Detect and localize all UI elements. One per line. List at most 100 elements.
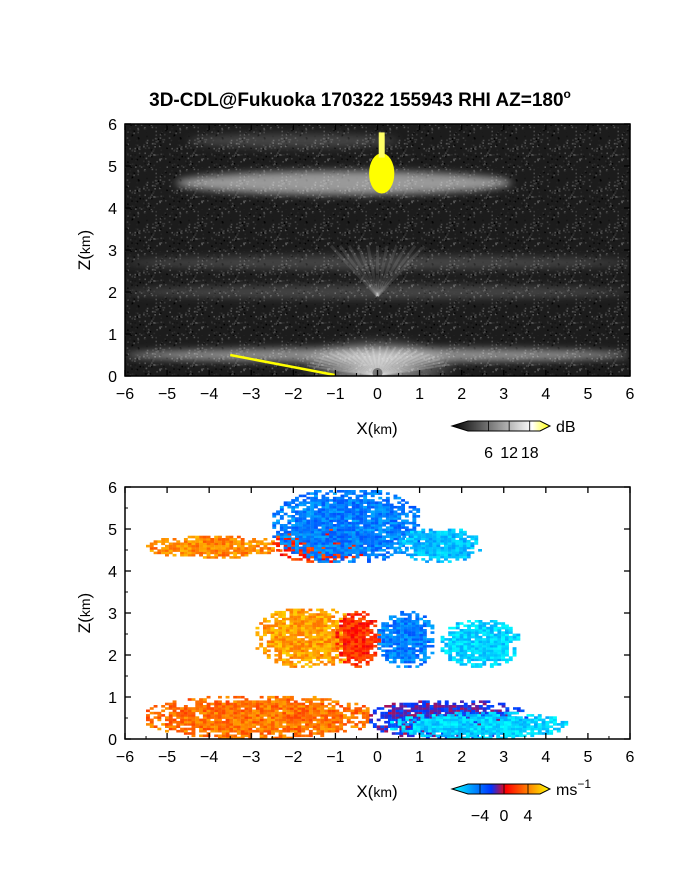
velocity-cell [530,732,535,735]
velocity-cell [172,700,177,703]
velocity-cell [293,709,298,713]
velocity-cell [439,729,444,733]
velocity-cell [389,503,394,507]
velocity-cell [492,716,497,719]
velocity-cell [367,539,371,543]
velocity-cell [183,711,188,715]
velocity-cell [248,736,253,739]
velocity-cell [428,533,433,536]
velocity-cell [278,629,283,632]
velocity-cell [388,617,393,621]
velocity-cell [399,729,404,733]
velocity-cell [346,660,351,664]
velocity-cell [384,725,389,728]
velocity-cell [336,519,341,523]
velocity-cell [300,615,305,618]
velocity-cell [225,734,230,738]
velocity-cell [458,725,463,728]
velocity-cell [282,649,286,653]
velocity-cell [534,720,538,724]
velocity-cell [240,553,245,557]
velocity-cell [327,642,332,646]
velocity-cell [291,558,296,561]
velocity-cell [289,638,294,641]
velocity-cell [314,542,318,545]
velocity-cell [316,640,320,643]
velocity-cell [332,542,337,545]
velocity-cell [266,656,271,659]
velocity-cell [282,695,287,699]
velocity-cell [501,658,506,662]
velocity-cell [314,496,318,500]
top-y-tick-label: 1 [108,327,117,344]
velocity-cell [282,663,286,666]
velocity-cell [221,538,226,541]
velocity-cell [278,647,283,650]
velocity-cell [218,702,222,706]
velocity-cell [474,626,479,630]
velocity-cell [306,530,311,534]
velocity-cell [454,727,459,731]
velocity-cell [477,729,482,733]
velocity-cell [367,492,371,495]
velocity-cell [295,537,299,541]
velocity-cell [392,631,397,634]
velocity-cell [233,714,238,717]
velocity-cell [293,613,298,616]
velocity-cell [447,553,452,557]
velocity-cell [374,505,379,509]
velocity-cell [370,512,375,516]
velocity-cell [408,510,413,513]
velocity-cell [493,656,498,659]
velocity-cell [287,530,292,534]
velocity-cell [415,633,420,637]
velocity-cell [282,631,286,634]
velocity-cell [454,732,459,735]
velocity-cell [293,656,298,659]
velocity-cell [278,702,283,706]
velocity-cell [385,533,390,536]
velocity-cell [478,647,483,650]
velocity-cell [324,725,328,728]
velocity-cell [183,720,188,724]
velocity-cell [343,642,347,646]
velocity-cell [462,736,466,739]
velocity-cell [474,537,479,541]
velocity-cell [287,533,292,536]
velocity-cell [351,521,356,525]
velocity-cell [321,515,326,518]
backscatter-layer [125,255,630,270]
velocity-cell [351,535,356,538]
beam-streak [329,244,379,298]
velocity-cell [285,644,290,648]
velocity-cell [436,560,441,563]
velocity-cell [515,732,519,735]
velocity-cell [312,695,317,699]
velocity-cell [419,631,424,634]
velocity-cell [316,725,321,728]
velocity-cell [233,547,238,550]
velocity-cell [474,620,479,623]
velocity-cell [496,714,501,717]
velocity-cell [435,723,440,726]
velocity-cell [165,723,169,726]
velocity-cell [225,711,230,715]
velocity-cell [293,727,298,731]
velocity-cell [469,723,474,726]
velocity-cell [458,720,463,724]
velocity-cell [202,720,207,724]
velocity-cell [367,535,371,538]
velocity-cell [187,709,192,713]
velocity-cell [343,707,347,710]
velocity-cell [493,640,498,643]
velocity-cell [435,725,440,728]
velocity-cell [400,631,405,634]
velocity-cell [221,714,226,717]
velocity-cell [537,716,542,719]
backscatter-colorbar-tick-label: 6 [484,445,493,462]
velocity-cell [279,517,284,520]
velocity-cell [252,538,256,541]
velocity-cell [199,705,203,708]
velocity-cell [363,535,368,538]
velocity-cell [365,663,370,666]
